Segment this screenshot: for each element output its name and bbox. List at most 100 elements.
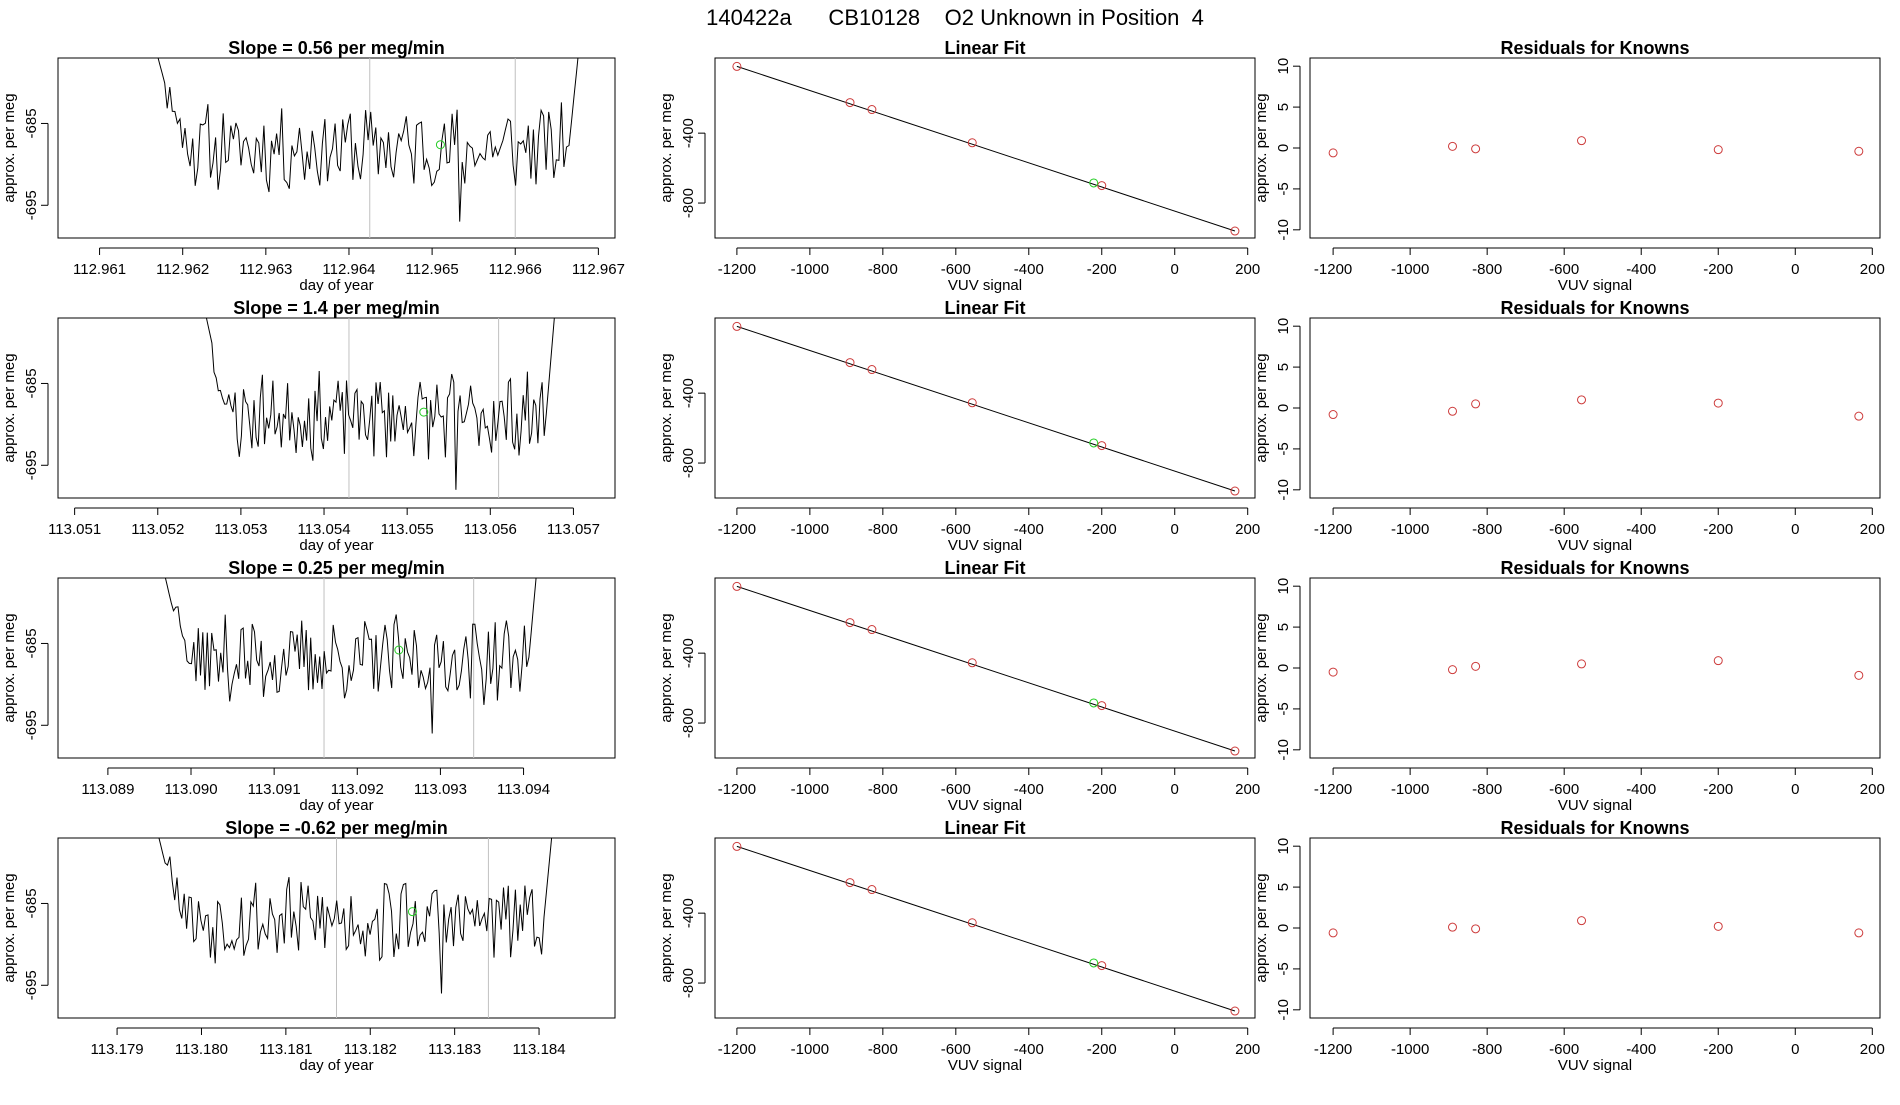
x-tick-label: -800 <box>868 521 898 538</box>
residual-point <box>1471 399 1481 409</box>
x-axis-label: VUV signal <box>1558 537 1632 554</box>
x-tick-label: 0 <box>1171 781 1179 798</box>
plot-frame <box>1309 577 1881 759</box>
x-tick-label: -400 <box>1626 261 1656 278</box>
residual-point <box>1328 410 1338 420</box>
x-tick-label: -1200 <box>718 1041 756 1058</box>
y-axis-label: approx. per meg <box>658 93 675 202</box>
chart-panel-fit-1: Linear Fit -1200 -1000 -800 -600 -400 -200 0 200… <box>658 38 1260 294</box>
chart-panel-fit-2: Linear Fit -1200 -1000 -800 -600 -400 -200 0 200… <box>658 298 1260 554</box>
y-tick-label: -685 <box>23 108 40 138</box>
x-tick-label: 0 <box>1171 261 1179 278</box>
residual-point <box>1448 406 1457 416</box>
fit-line <box>736 65 1236 232</box>
plot-area <box>164 578 537 758</box>
x-tick-label: -1000 <box>1391 261 1429 278</box>
y-tick-label: -800 <box>680 968 697 998</box>
y-tick-label: -685 <box>23 888 40 918</box>
y-tick-label: 10 <box>1275 838 1292 855</box>
x-axis-label: day of year <box>299 797 373 814</box>
residual-point <box>1577 136 1587 146</box>
x-tick-label: 0 <box>1171 521 1179 538</box>
y-axis-label: approx. per meg <box>1 613 18 722</box>
x-axis-label: VUV signal <box>1558 797 1632 814</box>
chart-panel-fit-4: Linear Fit -1200 -1000 -800 -600 -400 -200 0 200… <box>658 818 1260 1074</box>
x-tick-label: -1000 <box>791 261 829 278</box>
x-tick-label: -200 <box>1087 521 1117 538</box>
plot-frame <box>714 577 1256 759</box>
y-tick-label: -400 <box>680 898 697 928</box>
x-tick-label: 113.184 <box>512 1041 565 1058</box>
unknown-point <box>1089 958 1099 968</box>
x-tick-label: 113.089 <box>81 781 134 798</box>
y-tick-label: -685 <box>23 628 40 658</box>
x-tick-label: -800 <box>868 1041 898 1058</box>
x-tick-label: 113.053 <box>214 521 267 538</box>
y-tick-label: -695 <box>23 190 40 220</box>
chart-panel-residuals-4: Residuals for Knowns-1200 -1000 -800 -600 -4… <box>1253 818 1885 1074</box>
plot-frame <box>714 57 1256 239</box>
unknown-point <box>435 140 445 150</box>
residual-point <box>1328 148 1338 158</box>
x-tick-label: 200 <box>1235 261 1260 278</box>
y-tick-label: 5 <box>1275 623 1292 631</box>
x-tick-label: 200 <box>1860 261 1885 278</box>
unknown-point <box>394 645 404 655</box>
y-tick-label: -10 <box>1275 219 1292 241</box>
x-tick-label: -1200 <box>1314 781 1352 798</box>
x-tick-label: -1200 <box>718 261 756 278</box>
x-tick-label: 0 <box>1791 521 1799 538</box>
chart-title: Residuals for Knowns <box>1500 818 1689 838</box>
residual-point <box>1448 141 1457 151</box>
known-point <box>732 321 742 331</box>
x-tick-label: 113.181 <box>259 1041 312 1058</box>
chart-panel-timeseries-3: Slope = 0.25 per meg/min 113.089 113.090 11… <box>1 558 616 814</box>
chart-title: Linear Fit <box>944 38 1025 58</box>
x-tick-label: -1200 <box>718 781 756 798</box>
known-point <box>732 581 742 591</box>
x-tick-label: 113.094 <box>497 781 550 798</box>
unknown-point <box>1089 698 1099 708</box>
known-point <box>867 105 877 115</box>
known-point <box>867 625 877 635</box>
y-tick-label: 0 <box>1275 924 1292 932</box>
fit-line <box>736 585 1236 752</box>
plot-frame <box>57 317 616 499</box>
known-point <box>1097 441 1107 451</box>
y-tick-label: -800 <box>680 708 697 738</box>
plot-area <box>732 581 1240 756</box>
x-tick-label: -400 <box>1014 521 1044 538</box>
x-tick-label: 0 <box>1791 1041 1799 1058</box>
x-tick-label: -1200 <box>1314 261 1352 278</box>
residual-point <box>1328 667 1338 677</box>
chart-panel-residuals-3: Residuals for Knowns-1200 -1000 -800 -600 -4… <box>1253 558 1885 814</box>
known-point <box>867 365 877 375</box>
x-tick-label: 200 <box>1860 1041 1885 1058</box>
known-point <box>845 618 855 628</box>
page-title: 140422a CB10128 O2 Unknown in Position 4 <box>706 5 1204 30</box>
x-tick-label: -1000 <box>1391 521 1429 538</box>
x-tick-label: 112.963 <box>239 261 292 278</box>
x-tick-label: -800 <box>1472 781 1502 798</box>
unknown-point <box>407 907 417 917</box>
chart-title: Residuals for Knowns <box>1500 558 1689 578</box>
x-tick-label: 200 <box>1235 781 1260 798</box>
x-tick-label: 112.961 <box>73 261 126 278</box>
x-axis-label: day of year <box>299 277 373 294</box>
x-tick-label: 113.090 <box>164 781 217 798</box>
unknown-point <box>419 407 429 417</box>
x-tick-label: -200 <box>1703 1041 1733 1058</box>
residual-point <box>1448 665 1457 675</box>
y-tick-label: -10 <box>1275 479 1292 501</box>
data-series-line <box>157 58 579 222</box>
x-tick-label: 113.182 <box>344 1041 397 1058</box>
x-tick-label: -600 <box>941 521 971 538</box>
x-tick-label: 113.057 <box>547 521 600 538</box>
y-tick-label: 0 <box>1275 144 1292 152</box>
unknown-point <box>1089 438 1099 448</box>
x-tick-label: -200 <box>1087 1041 1117 1058</box>
chart-title: Slope = 0.56 per meg/min <box>228 38 445 58</box>
chart-title: Residuals for Knowns <box>1500 38 1689 58</box>
x-tick-label: -1000 <box>1391 781 1429 798</box>
plot-area <box>1328 136 1864 158</box>
